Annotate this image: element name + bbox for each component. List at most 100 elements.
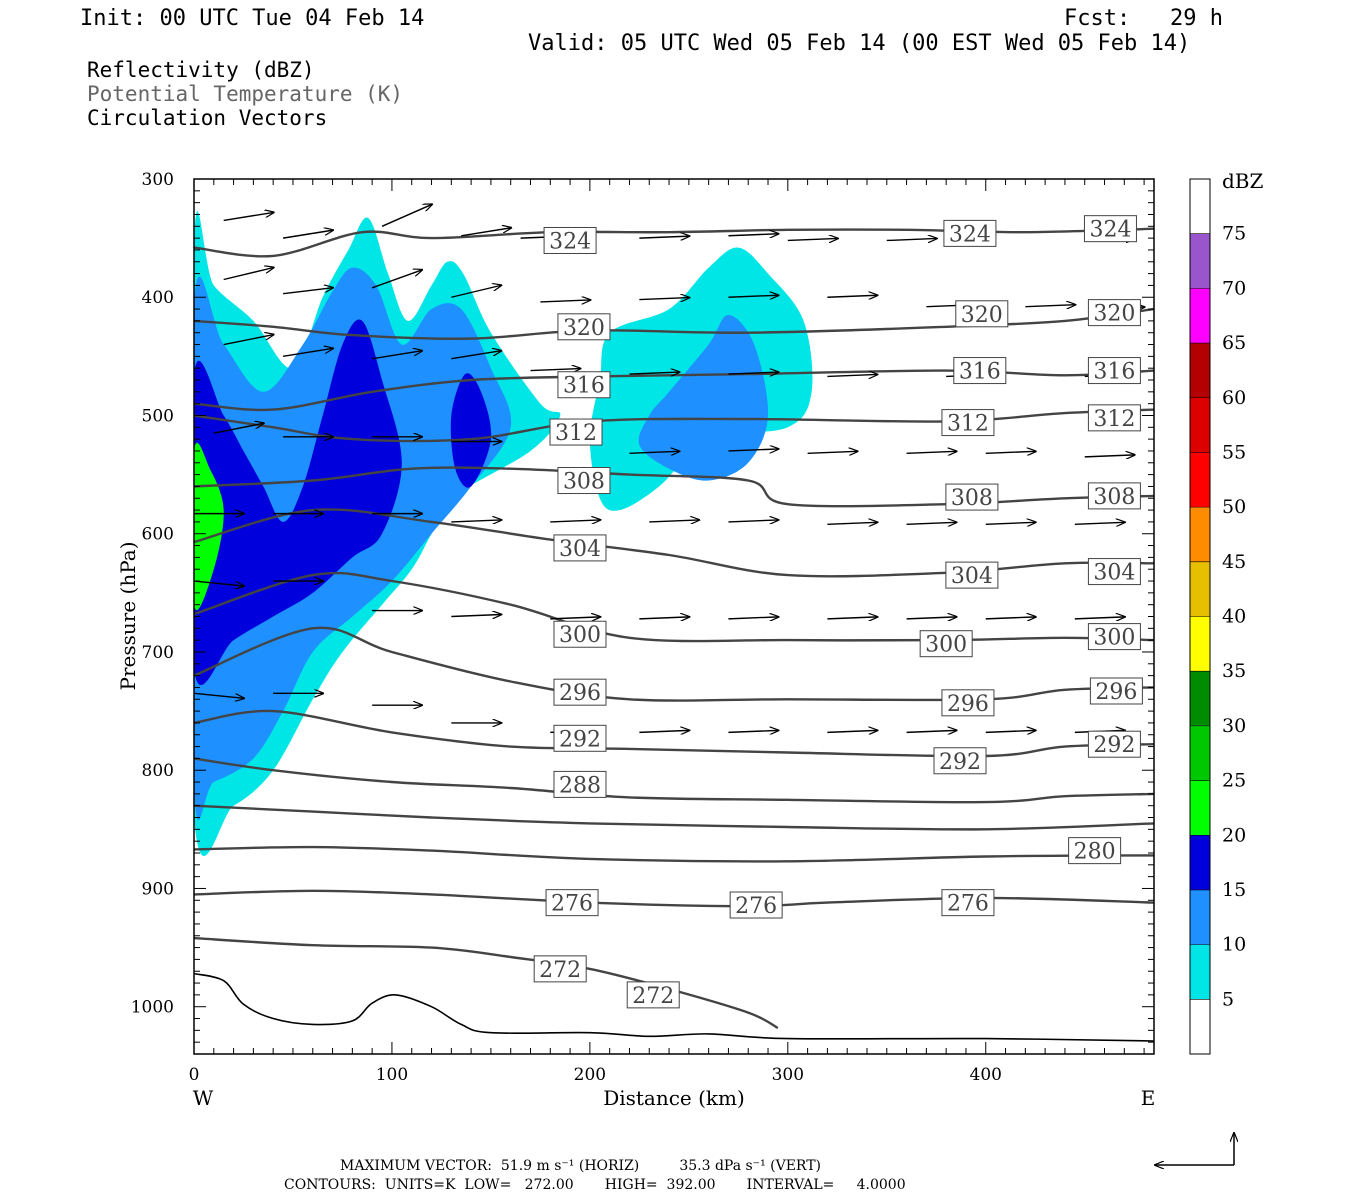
isentrope-label-text: 296 (947, 692, 989, 717)
circulation-vector (639, 236, 689, 238)
y-tick-label: 800 (142, 761, 174, 781)
isentrope-label-box (941, 889, 995, 917)
isentrope-label-box (1087, 730, 1141, 758)
isentrope-label-box (1083, 215, 1137, 243)
circulation-vector (550, 617, 600, 619)
max-vector-note: MAXIMUM VECTOR: 51.9 m s⁻¹ (HORIZ) 35.3 … (340, 1158, 822, 1174)
circulation-vector (639, 730, 689, 732)
circulation-vector (827, 295, 877, 297)
circulation-vector (827, 617, 877, 619)
circulation-vector (451, 285, 501, 298)
isentrope-label-box (941, 409, 995, 437)
circulation-vector (282, 230, 333, 239)
isentrope-label-text: 312 (555, 421, 597, 446)
circulation-vector (787, 238, 838, 240)
isentrope-label-box (533, 955, 587, 983)
isentrope-280 (194, 845, 1154, 863)
circulation-vector (451, 615, 501, 617)
isentrope-label-box (955, 300, 1009, 328)
circulation-vector (1084, 455, 1135, 457)
isentrope-label-box (933, 747, 987, 775)
isentrope-label-text: 292 (1093, 733, 1135, 758)
isentrope-label-text: 308 (1093, 485, 1135, 510)
isentrope-label-text: 316 (959, 360, 1001, 385)
colorbar-level-label: 35 (1222, 660, 1246, 682)
colorbar-bin-65 (1190, 288, 1210, 344)
isentrope-324 (194, 227, 1154, 258)
isentrope-296 (194, 626, 1154, 702)
circulation-vector (985, 617, 1036, 619)
y-tick-label: 900 (142, 879, 174, 899)
circulation-vector (728, 372, 778, 374)
isentrope-label-276: 276 (729, 891, 783, 919)
isentrope-label-box (919, 630, 973, 658)
circulation-vector (639, 298, 689, 300)
y-tick-label: 600 (142, 525, 174, 545)
isentrope-label-box (1087, 623, 1141, 651)
colorbar-bin-20 (1190, 780, 1210, 836)
isentrope-label-text: 280 (1074, 840, 1116, 865)
isentrope-label-text: 312 (947, 412, 989, 437)
circulation-vector (728, 449, 778, 451)
isentrope-label-272: 272 (533, 955, 587, 983)
circulation-vector (372, 351, 422, 360)
colorbar-bin-25 (1190, 725, 1210, 781)
isentrope-308 (194, 466, 1154, 508)
isentrope-label-text: 320 (961, 303, 1003, 328)
field-vectors: Circulation Vectors (87, 106, 328, 130)
isentrope-label-296: 296 (553, 678, 607, 706)
isentrope-label-316: 316 (953, 357, 1007, 385)
isentrope-label-308: 308 (557, 467, 611, 495)
colorbar-level-label: 30 (1222, 715, 1246, 737)
circulation-vector (728, 295, 778, 297)
isentrope-label-text: 296 (1095, 680, 1137, 705)
colorbar-bin-55 (1190, 397, 1210, 453)
isentrope-288 (194, 757, 1154, 804)
isentrope-label-324: 324 (943, 219, 997, 247)
isentrope-label-text: 324 (949, 222, 991, 247)
isentrope-label-box (1087, 357, 1141, 385)
isentrope-label-324: 324 (543, 226, 597, 254)
colorbar-bin-30 (1190, 671, 1210, 726)
isentrope-276 (194, 889, 1154, 908)
isentrope-label-280: 280 (1068, 837, 1122, 865)
isentrope-label-272: 272 (626, 981, 680, 1009)
colorbar-bin-45 (1190, 507, 1210, 562)
isentrope-label-text: 300 (1093, 626, 1135, 651)
circulation-vector (827, 522, 877, 524)
circulation-vector (223, 335, 274, 346)
colorbar-level-label: 75 (1222, 223, 1246, 245)
isentrope-label-box (557, 467, 611, 495)
isentrope-label-308: 308 (945, 483, 999, 511)
isentrope-label-312: 312 (549, 418, 603, 446)
colorbar-bin-10 (1190, 889, 1210, 945)
colorbar-bin-below-5 (1190, 999, 1210, 1054)
x-right-end-label: E (1141, 1086, 1156, 1110)
isentrope-label-text: 288 (559, 773, 601, 798)
circulation-vector (886, 238, 937, 240)
isentrope-label-text: 312 (1093, 407, 1135, 432)
isentrope-label-text: 308 (563, 470, 605, 495)
circulation-vector (550, 520, 600, 522)
circulation-vector (461, 228, 511, 237)
reflectivity-10dbz-region (638, 315, 769, 481)
isentrope-label-text: 272 (632, 984, 674, 1009)
circulation-vector (985, 451, 1036, 453)
isentrope-label-text: 324 (549, 229, 591, 254)
isentrope-label-box (945, 561, 999, 589)
isentrope-284 (194, 804, 1154, 831)
forecast-hour: Fcst: 29 h (1064, 6, 1223, 31)
isentrope-label-320: 320 (955, 300, 1009, 328)
circulation-vector (371, 270, 422, 289)
circulation-vector (194, 692, 244, 698)
y-tick-label: 500 (142, 406, 174, 426)
isentrope-label-text: 276 (947, 892, 989, 917)
isentrope-316 (194, 369, 1154, 412)
circulation-vector (985, 730, 1036, 732)
colorbar-bin-15 (1190, 835, 1210, 890)
isentrope-label-300: 300 (553, 620, 607, 648)
reflectivity-15dbz-region (450, 373, 492, 488)
circulation-vector (213, 423, 264, 434)
isentrope-312 (194, 408, 1154, 443)
